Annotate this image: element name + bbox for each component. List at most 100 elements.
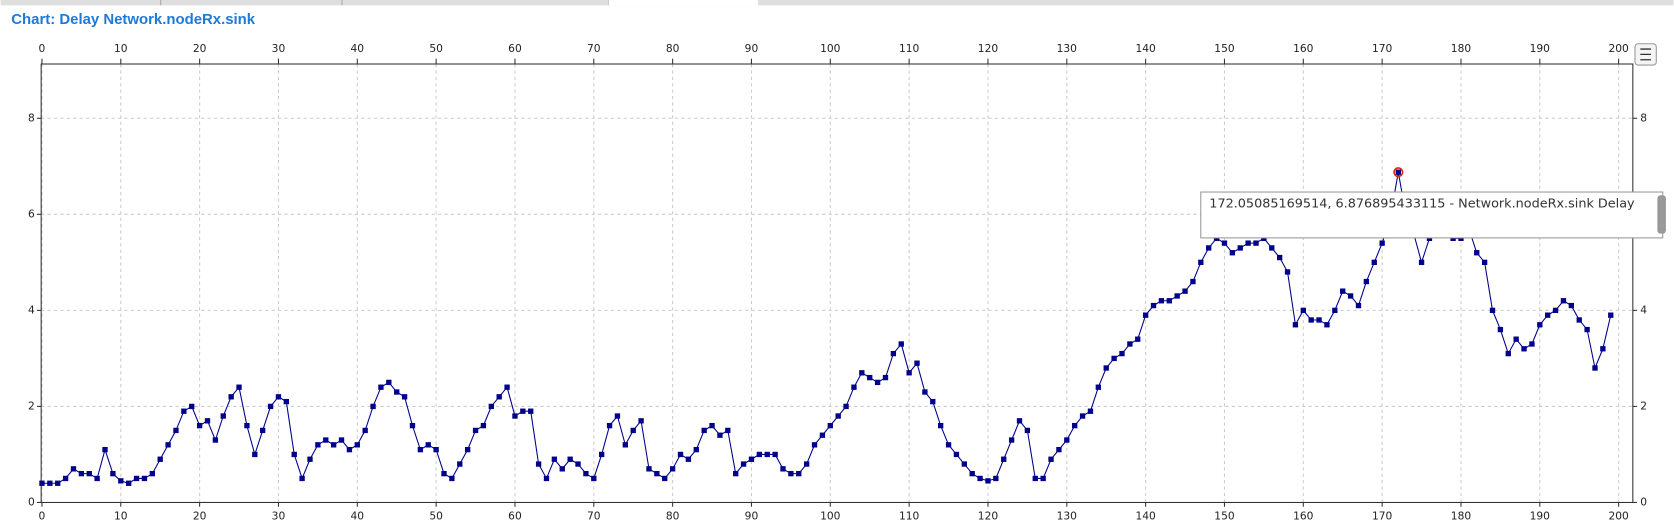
x-tick-label: 70 xyxy=(587,509,601,522)
data-point xyxy=(315,442,321,448)
data-point xyxy=(1024,427,1031,434)
data-point xyxy=(504,384,510,390)
data-point xyxy=(39,480,45,486)
data-point xyxy=(1340,288,1346,294)
x-tick-label: 10 xyxy=(114,42,128,55)
tooltip-scrollbar[interactable] xyxy=(1657,195,1666,234)
tooltip: 172.05085169514, 6.876895433115 - Networ… xyxy=(1200,191,1666,239)
data-point xyxy=(299,475,305,482)
data-point xyxy=(1552,307,1559,314)
data-point xyxy=(1221,240,1228,246)
data-point xyxy=(1253,240,1259,246)
data-point xyxy=(228,394,234,400)
data-point xyxy=(1355,302,1362,309)
data-point xyxy=(338,437,345,443)
data-point xyxy=(772,451,778,458)
data-point xyxy=(47,480,53,486)
data-point xyxy=(945,442,952,448)
data-point xyxy=(630,427,636,434)
x-tick-label: 20 xyxy=(193,509,207,522)
data-point xyxy=(370,403,376,410)
data-point xyxy=(1166,298,1172,304)
data-point xyxy=(1135,336,1141,342)
data-point xyxy=(764,451,770,458)
data-point xyxy=(1008,437,1015,443)
data-point xyxy=(1016,418,1023,424)
x-tick-label: 80 xyxy=(666,509,680,522)
x-tick-label: 90 xyxy=(745,42,759,55)
x-tick-label: 130 xyxy=(1057,509,1078,522)
data-point xyxy=(1001,456,1007,462)
data-point xyxy=(401,394,408,400)
data-point xyxy=(204,418,211,424)
data-point xyxy=(449,475,455,482)
x-tick-label: 80 xyxy=(666,42,680,55)
data-point xyxy=(417,446,424,453)
data-point xyxy=(591,475,597,482)
data-point xyxy=(756,451,763,458)
data-point xyxy=(874,379,881,386)
data-point xyxy=(78,470,85,477)
data-point xyxy=(1584,326,1590,333)
data-point xyxy=(1529,341,1535,347)
data-point xyxy=(551,456,558,462)
y-tick-label: 6 xyxy=(28,207,35,220)
data-point xyxy=(244,422,250,429)
x-tick-label: 10 xyxy=(114,509,128,522)
data-point xyxy=(930,398,936,405)
data-point xyxy=(685,456,692,462)
data-point xyxy=(1481,259,1488,266)
data-point xyxy=(961,461,967,467)
data-point xyxy=(1040,475,1046,482)
data-point xyxy=(803,461,810,467)
data-point xyxy=(189,403,195,410)
x-tick-label: 40 xyxy=(351,509,365,522)
data-point xyxy=(472,427,479,434)
data-point xyxy=(133,475,140,482)
data-point xyxy=(1150,302,1157,309)
x-tick-label: 100 xyxy=(820,509,841,522)
data-point xyxy=(646,466,652,472)
data-point xyxy=(1308,317,1314,323)
data-point xyxy=(1363,278,1370,285)
data-point xyxy=(559,466,565,472)
data-point xyxy=(867,374,873,381)
data-point xyxy=(835,413,841,419)
data-point xyxy=(819,432,826,438)
data-point xyxy=(906,370,912,376)
data-point xyxy=(740,461,747,467)
tooltip-text: 172.05085169514, 6.876895433115 - Networ… xyxy=(1209,196,1635,211)
data-point xyxy=(1592,365,1598,371)
data-point xyxy=(1418,259,1425,266)
x-tick-label: 50 xyxy=(429,42,443,55)
data-point xyxy=(654,470,660,477)
x-tick-label: 30 xyxy=(272,509,286,522)
data-point xyxy=(181,408,187,414)
data-point xyxy=(496,394,502,400)
data-point xyxy=(725,427,731,434)
data-point xyxy=(520,408,526,414)
highlighted-point xyxy=(1393,167,1404,178)
data-point xyxy=(102,446,108,453)
data-point xyxy=(583,470,589,477)
data-point xyxy=(1111,355,1117,362)
data-point xyxy=(275,394,282,400)
data-point xyxy=(386,379,392,386)
data-point xyxy=(1332,307,1338,314)
data-point xyxy=(1174,293,1180,299)
active-tab[interactable] xyxy=(608,0,759,6)
data-point xyxy=(788,470,794,477)
y-tick-label: 8 xyxy=(1640,111,1647,124)
y-tick-label: 0 xyxy=(1640,495,1647,508)
x-tick-label: 120 xyxy=(978,509,999,522)
data-point xyxy=(606,422,613,429)
data-point xyxy=(330,442,337,448)
y-tick-label: 8 xyxy=(28,111,35,124)
x-tick-label: 170 xyxy=(1372,509,1393,522)
data-point xyxy=(283,398,290,405)
data-point xyxy=(1127,341,1133,347)
plot-area: 0010102020303040405050606070708080909010… xyxy=(28,42,1647,522)
data-point xyxy=(457,461,463,467)
data-point xyxy=(362,427,368,434)
